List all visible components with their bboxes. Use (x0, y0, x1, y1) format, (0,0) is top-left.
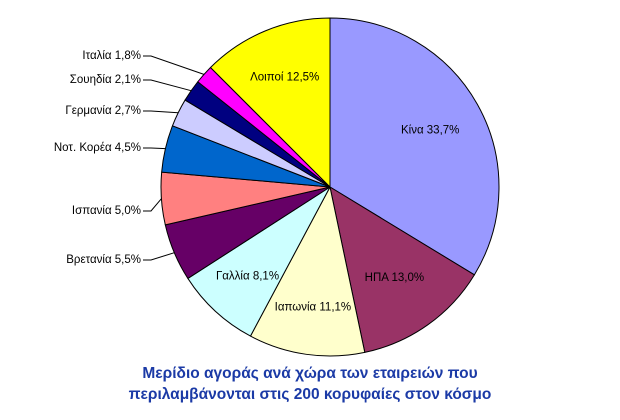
slice-label-6: Ισπανία 5,0% (72, 205, 141, 217)
slice-label-4: Γαλλία 8,1% (216, 271, 279, 283)
pie-slices (160, 17, 500, 357)
leader-line-10 (143, 55, 205, 75)
slice-label-3: Ιαπωνία 11,1% (275, 302, 352, 314)
pie-chart: Κίνα 33,7% ΗΠΑ 13,0% Ιαπωνία 11,1% Γαλλία 8… (54, 17, 500, 357)
slice-label-11: Λοιποί 12,5% (250, 72, 319, 84)
chart-caption-line-2: περιλαμβάνονται στις 200 κορυφαίες στον … (128, 386, 492, 403)
slice-label-7: Νοτ. Κορέα 4,5% (54, 142, 141, 154)
chart-caption-line-1: Μερίδιο αγοράς ανά χώρα των εταιρειών πο… (142, 365, 478, 382)
pie-slice-3 (249, 186, 366, 357)
slice-label-9: Σουηδία 2,1% (70, 74, 141, 86)
pie-slice-1 (329, 17, 500, 276)
slice-label-10: Ιταλία 1,8% (82, 50, 141, 62)
pie-slice-11 (210, 17, 331, 188)
leader-line-5 (143, 252, 175, 261)
slice-labels: Κίνα 33,7% ΗΠΑ 13,0% Ιαπωνία 11,1% Γαλλία 8… (54, 50, 460, 314)
slice-label-5: Βρετανία 5,5% (66, 254, 141, 266)
label-leader-lines (143, 55, 205, 261)
leader-line-8 (143, 110, 179, 114)
slice-label-2: ΗΠΑ 13,0% (365, 272, 424, 284)
leader-line-9 (143, 79, 192, 92)
leader-line-6 (143, 198, 162, 212)
pie-slice-2 (329, 186, 475, 353)
slice-label-8: Γερμανία 2,7% (65, 105, 141, 117)
slice-label-1: Κίνα 33,7% (401, 125, 459, 137)
leader-line-7 (143, 147, 166, 150)
